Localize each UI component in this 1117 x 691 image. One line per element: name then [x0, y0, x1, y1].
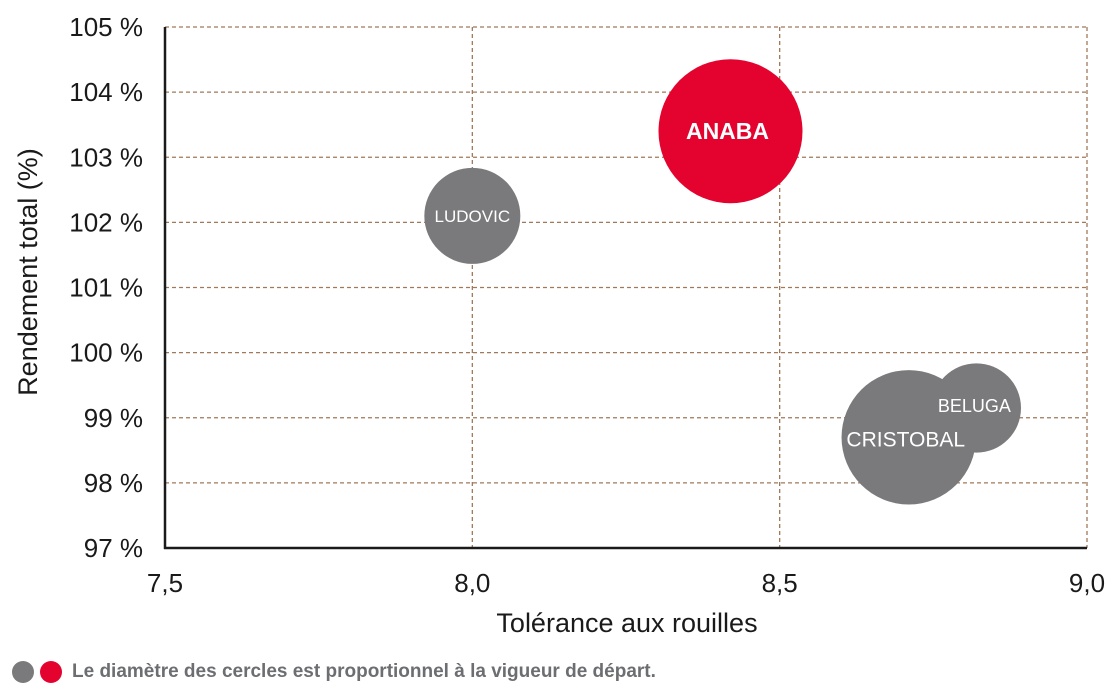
- y-tick-label: 101 %: [69, 273, 143, 303]
- footnote-text: Le diamètre des cercles est proportionne…: [72, 661, 656, 682]
- bubble-label-beluga: BELUGA: [938, 396, 1011, 416]
- red-dot-icon: [40, 661, 62, 683]
- bubble-chart: LUDOVIC ANABA CRISTOBAL BELUGA 97 % 98 % 99 %…: [13, 12, 1105, 638]
- x-tick-label: 8,5: [762, 568, 798, 598]
- axes: [163, 27, 1087, 550]
- y-tick-label: 104 %: [69, 77, 143, 107]
- x-tick-label: 8,0: [454, 568, 490, 598]
- bubble-ludovic: [424, 167, 521, 264]
- x-axis-title: Tolérance aux rouilles: [496, 608, 757, 638]
- grey-dot-icon: [12, 661, 34, 683]
- y-tick-label: 100 %: [69, 338, 143, 368]
- bubble-label-ludovic: LUDOVIC: [435, 207, 511, 226]
- footnote: Le diamètre des cercles est proportionne…: [12, 659, 656, 685]
- y-tick-label: 98 %: [84, 468, 143, 498]
- y-tick-label: 103 %: [69, 142, 143, 172]
- y-axis-title: Rendement total (%): [13, 148, 43, 396]
- x-tick-label: 7,5: [147, 568, 183, 598]
- y-tick-label: 97 %: [84, 533, 143, 563]
- bubble-label-cristobal: CRISTOBAL: [846, 428, 965, 451]
- y-tick-label: 102 %: [69, 207, 143, 237]
- bubble-beluga: [931, 363, 1021, 453]
- y-tick-label: 105 %: [69, 12, 143, 42]
- bubble-label-anaba: ANABA: [686, 118, 769, 144]
- bubble-anaba: [658, 59, 803, 204]
- bubbles: LUDOVIC ANABA CRISTOBAL BELUGA: [424, 59, 1021, 505]
- x-tick-label: 9,0: [1069, 568, 1105, 598]
- y-tick-label: 99 %: [84, 403, 143, 433]
- tick-labels: 97 % 98 % 99 % 100 % 101 % 102 % 103 % 104 % 105…: [69, 12, 1105, 598]
